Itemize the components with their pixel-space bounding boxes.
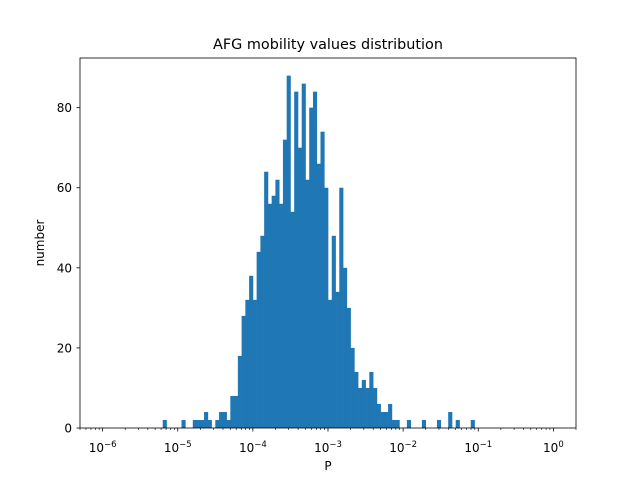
histogram-bar [196,419,201,428]
histogram-bar [358,387,363,428]
histogram-bar [406,419,411,428]
histogram-bar [365,387,370,428]
histogram-bar [343,267,348,428]
x-tick-label: 10−6 [89,440,117,455]
x-tick-label: 10−5 [164,440,192,455]
y-axis-label: number [33,220,47,267]
y-tick-label: 20 [57,341,72,355]
histogram-bar [339,187,344,428]
plot-frame [79,57,577,429]
histogram-bar [282,139,288,428]
histogram-bar [335,291,340,428]
histogram-bar [421,419,427,428]
x-tick-label: 10−1 [464,440,492,455]
bars-group [162,75,475,429]
y-axis-ticks: 0 20 40 60 80 [57,101,80,436]
histogram-bar [301,83,306,428]
histogram-bar [384,411,389,428]
chart-title: AFG mobility values distribution [213,37,443,53]
histogram-bar [181,419,186,428]
histogram-bar [200,419,205,428]
histogram-bar [350,347,355,428]
histogram-bar [162,419,167,428]
histogram-bar [267,203,273,428]
x-axis-ticks: 10−6 10−5 10−4 10−3 10−2 10−1 100 [79,428,577,455]
histogram-bar [455,419,460,428]
histogram-bar [331,235,336,428]
y-tick-label: 0 [64,422,72,436]
histogram-bar [204,411,209,428]
histogram-bar [290,211,295,428]
histogram-bar [234,395,239,428]
histogram-bar [249,275,254,428]
histogram-bar [256,251,261,428]
histogram-bar [271,195,276,428]
histogram-bar [215,419,220,428]
histogram-bar [260,235,265,428]
histogram-bar [207,419,212,428]
x-tick-label: 10−3 [314,440,342,455]
histogram-bar [294,91,299,428]
histogram-bar [373,387,378,428]
histogram-bar [376,403,381,428]
histogram-bar [346,307,351,428]
histogram-bar [297,147,303,428]
histogram-bar [380,411,385,428]
histogram-bar [448,411,453,428]
histogram-bar [320,131,325,428]
histogram-bar [275,179,280,428]
histogram-bar [436,419,442,428]
histogram-bar [388,403,393,428]
histogram-bar [286,75,291,429]
histogram-bar [470,419,475,428]
histogram-bar [226,419,231,428]
x-tick-label: 10−2 [389,440,417,455]
x-tick-label: 10−4 [239,440,267,455]
histogram-bar [361,379,366,428]
histogram-bar [279,203,284,428]
histogram-bar [241,315,246,428]
histogram-bar [328,299,333,428]
histogram-bar [316,163,321,428]
x-tick-label: 100 [543,440,564,455]
histogram-bar [245,299,250,428]
histogram-bar [369,371,374,428]
histogram-bar [252,299,257,428]
histogram-bar [391,419,396,428]
histogram-bar [230,395,235,428]
histogram-bar [264,171,269,428]
histogram-bar [192,419,197,428]
histogram-bar [324,187,329,428]
histogram-bar [395,419,400,428]
y-tick-label: 80 [57,101,72,115]
histogram-bar [305,179,310,428]
y-tick-label: 40 [57,261,72,275]
histogram-bar [237,355,242,428]
x-axis-label: P [324,459,331,473]
histogram-bar [309,107,314,429]
y-tick-label: 60 [57,181,72,195]
histogram-bar [222,411,227,428]
histogram-bar [354,371,359,428]
histogram-bar [312,91,318,428]
histogram-bar [219,411,224,428]
